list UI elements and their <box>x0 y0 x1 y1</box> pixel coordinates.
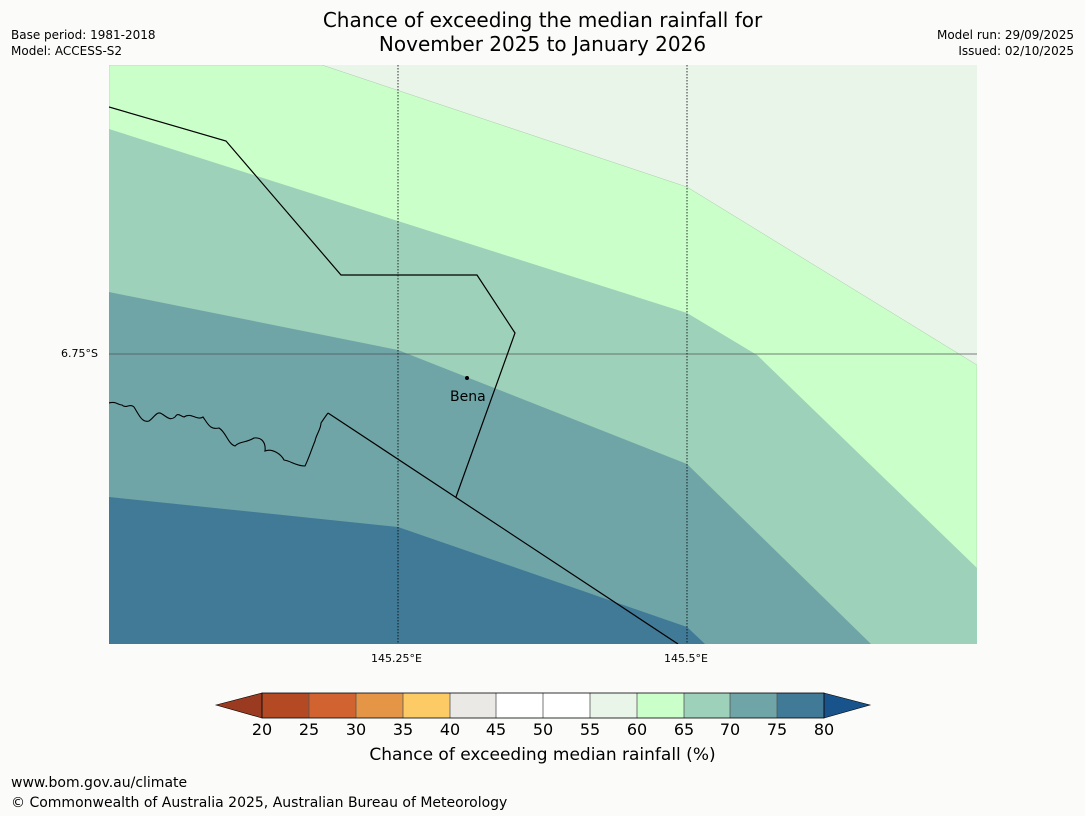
model-name: Model: ACCESS-S2 <box>11 44 123 58</box>
tick-label: 65 <box>673 720 695 739</box>
colorbar-35-40 <box>403 693 450 718</box>
tick-label: 45 <box>485 720 507 739</box>
footer-copyright: © Commonwealth of Australia 2025, Austra… <box>11 795 508 811</box>
lon-label-2: 145.5°E <box>664 652 708 665</box>
model-run: Model run: 29/09/2025 <box>936 28 1074 42</box>
map-title: Chance of exceeding the median rainfall … <box>0 8 1085 56</box>
tick-label: 60 <box>626 720 648 739</box>
colorbar-60-65 <box>637 693 684 718</box>
colorbar-70-75 <box>730 693 777 718</box>
colorbar-title: Chance of exceeding median rainfall (%) <box>369 745 716 765</box>
lon-label-1: 145.25°E <box>371 652 422 665</box>
colorbar-extend-low <box>214 692 263 719</box>
colorbar-50-55 <box>543 693 590 718</box>
colorbar-20-25 <box>262 693 309 718</box>
tick-label: 30 <box>345 720 367 739</box>
meta-right: Model run: 29/09/2025 Issued: 02/10/2025 <box>937 27 1074 59</box>
province-boundary <box>109 106 516 498</box>
colorbar-45-50 <box>496 693 543 718</box>
town-marker <box>465 376 469 380</box>
title-line-2: November 2025 to January 2026 <box>378 32 707 56</box>
colorbar-25-30 <box>309 693 356 718</box>
tick-label: 80 <box>813 720 835 739</box>
tick-label: 25 <box>298 720 320 739</box>
colorbar-40-45 <box>450 693 496 718</box>
colorbar-65-70 <box>684 693 730 718</box>
meta-left: Base period: 1981-2018 Model: ACCESS-S2 <box>11 27 156 59</box>
tick-label: 55 <box>579 720 601 739</box>
tick-label: 50 <box>532 720 554 739</box>
base-period: Base period: 1981-2018 <box>11 28 156 42</box>
tick-label: 70 <box>719 720 741 739</box>
river-line <box>109 401 329 467</box>
footer-url: www.bom.gov.au/climate <box>11 775 188 791</box>
lat-label: 6.75°S <box>61 347 98 360</box>
issued-date: Issued: 02/10/2025 <box>958 44 1074 58</box>
colorbar-55-60 <box>590 693 637 718</box>
region-75-80 <box>109 497 705 644</box>
colorbar-extend-high <box>823 692 872 719</box>
colorbar-30-35 <box>356 693 403 718</box>
tick-label: 40 <box>439 720 461 739</box>
tick-label: 75 <box>766 720 788 739</box>
tick-label: 20 <box>251 720 273 739</box>
colorbar-frame <box>261 692 825 719</box>
colorbar-75-80 <box>777 693 824 718</box>
title-line-1: Chance of exceeding the median rainfall … <box>322 8 763 32</box>
town-label: Bena <box>450 389 486 405</box>
province-boundary-south <box>327 412 679 644</box>
tick-label: 35 <box>392 720 414 739</box>
